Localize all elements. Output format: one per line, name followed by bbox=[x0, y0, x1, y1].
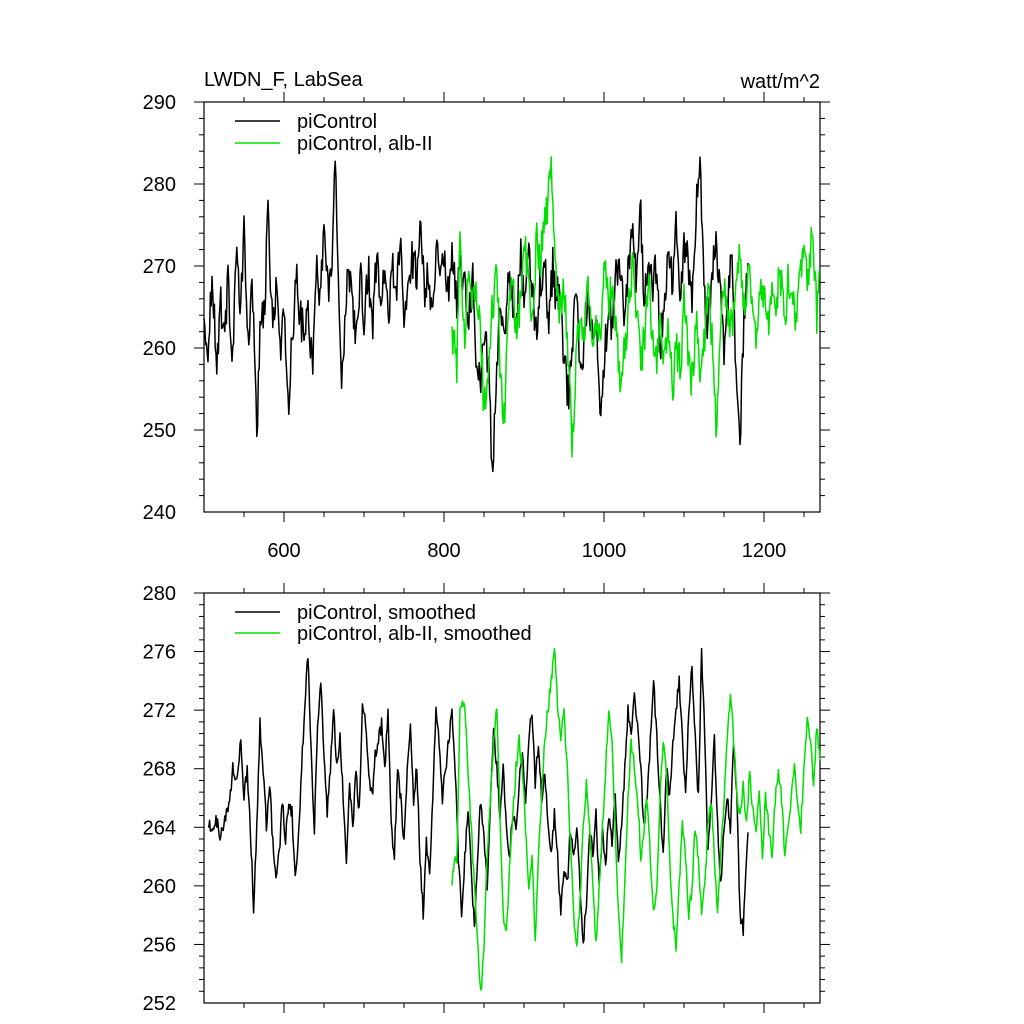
series-line-1 bbox=[451, 156, 821, 458]
series-line-1 bbox=[451, 647, 821, 991]
top-panel-units: watt/m^2 bbox=[740, 71, 820, 93]
y-tick-label: 240 bbox=[143, 502, 176, 524]
series-line-0 bbox=[207, 647, 749, 944]
y-tick-label: 260 bbox=[143, 338, 176, 360]
bottom-panel-plot-area: 252 256 260 264 268 272 276 280 bbox=[143, 583, 830, 1015]
y-tick-label: 260 bbox=[143, 876, 176, 898]
legend-label-piControl: piControl bbox=[297, 111, 377, 133]
y-tick-label: 270 bbox=[143, 256, 176, 278]
y-tick-label: 280 bbox=[143, 583, 176, 605]
top-panel-title: LWDN_F, LabSea bbox=[204, 69, 363, 91]
y-tick-label: 272 bbox=[143, 700, 176, 722]
y-tick-label: 276 bbox=[143, 642, 176, 664]
bottom-panel: 252 256 260 264 268 272 276 280 piControl, smoo… bbox=[143, 583, 830, 1015]
y-tick-label: 268 bbox=[143, 759, 176, 781]
legend-label-alb-II-smoothed: piControl, alb-II, smoothed bbox=[297, 623, 532, 645]
top-panel-plot-area: 600 800 1000 1200 240 250 260 270 280 290 bbox=[143, 92, 830, 562]
x-tick-label: 1000 bbox=[582, 540, 627, 562]
y-tick-label: 252 bbox=[143, 993, 176, 1015]
x-tick-label: 1200 bbox=[742, 540, 787, 562]
x-tick-label: 600 bbox=[267, 540, 300, 562]
top-panel-legend: piControl piControl, alb-II bbox=[235, 111, 433, 155]
bottom-panel-legend: piControl, smoothed piControl, alb-II, s… bbox=[235, 602, 532, 645]
legend-label-piControl-smoothed: piControl, smoothed bbox=[297, 602, 476, 624]
plot-frame bbox=[203, 592, 821, 1004]
plot-frame bbox=[203, 101, 821, 513]
y-tick-label: 256 bbox=[143, 934, 176, 956]
y-tick-label: 250 bbox=[143, 420, 176, 442]
y-tick-label: 290 bbox=[143, 92, 176, 114]
y-tick-label: 264 bbox=[143, 817, 176, 839]
x-tick-label: 800 bbox=[427, 540, 460, 562]
series-line-0 bbox=[203, 156, 749, 473]
legend-label-alb-II: piControl, alb-II bbox=[297, 133, 433, 155]
y-tick-label: 280 bbox=[143, 174, 176, 196]
top-panel: LWDN_F, LabSea watt/m^2 600 800 1000 1200 24… bbox=[143, 69, 830, 562]
